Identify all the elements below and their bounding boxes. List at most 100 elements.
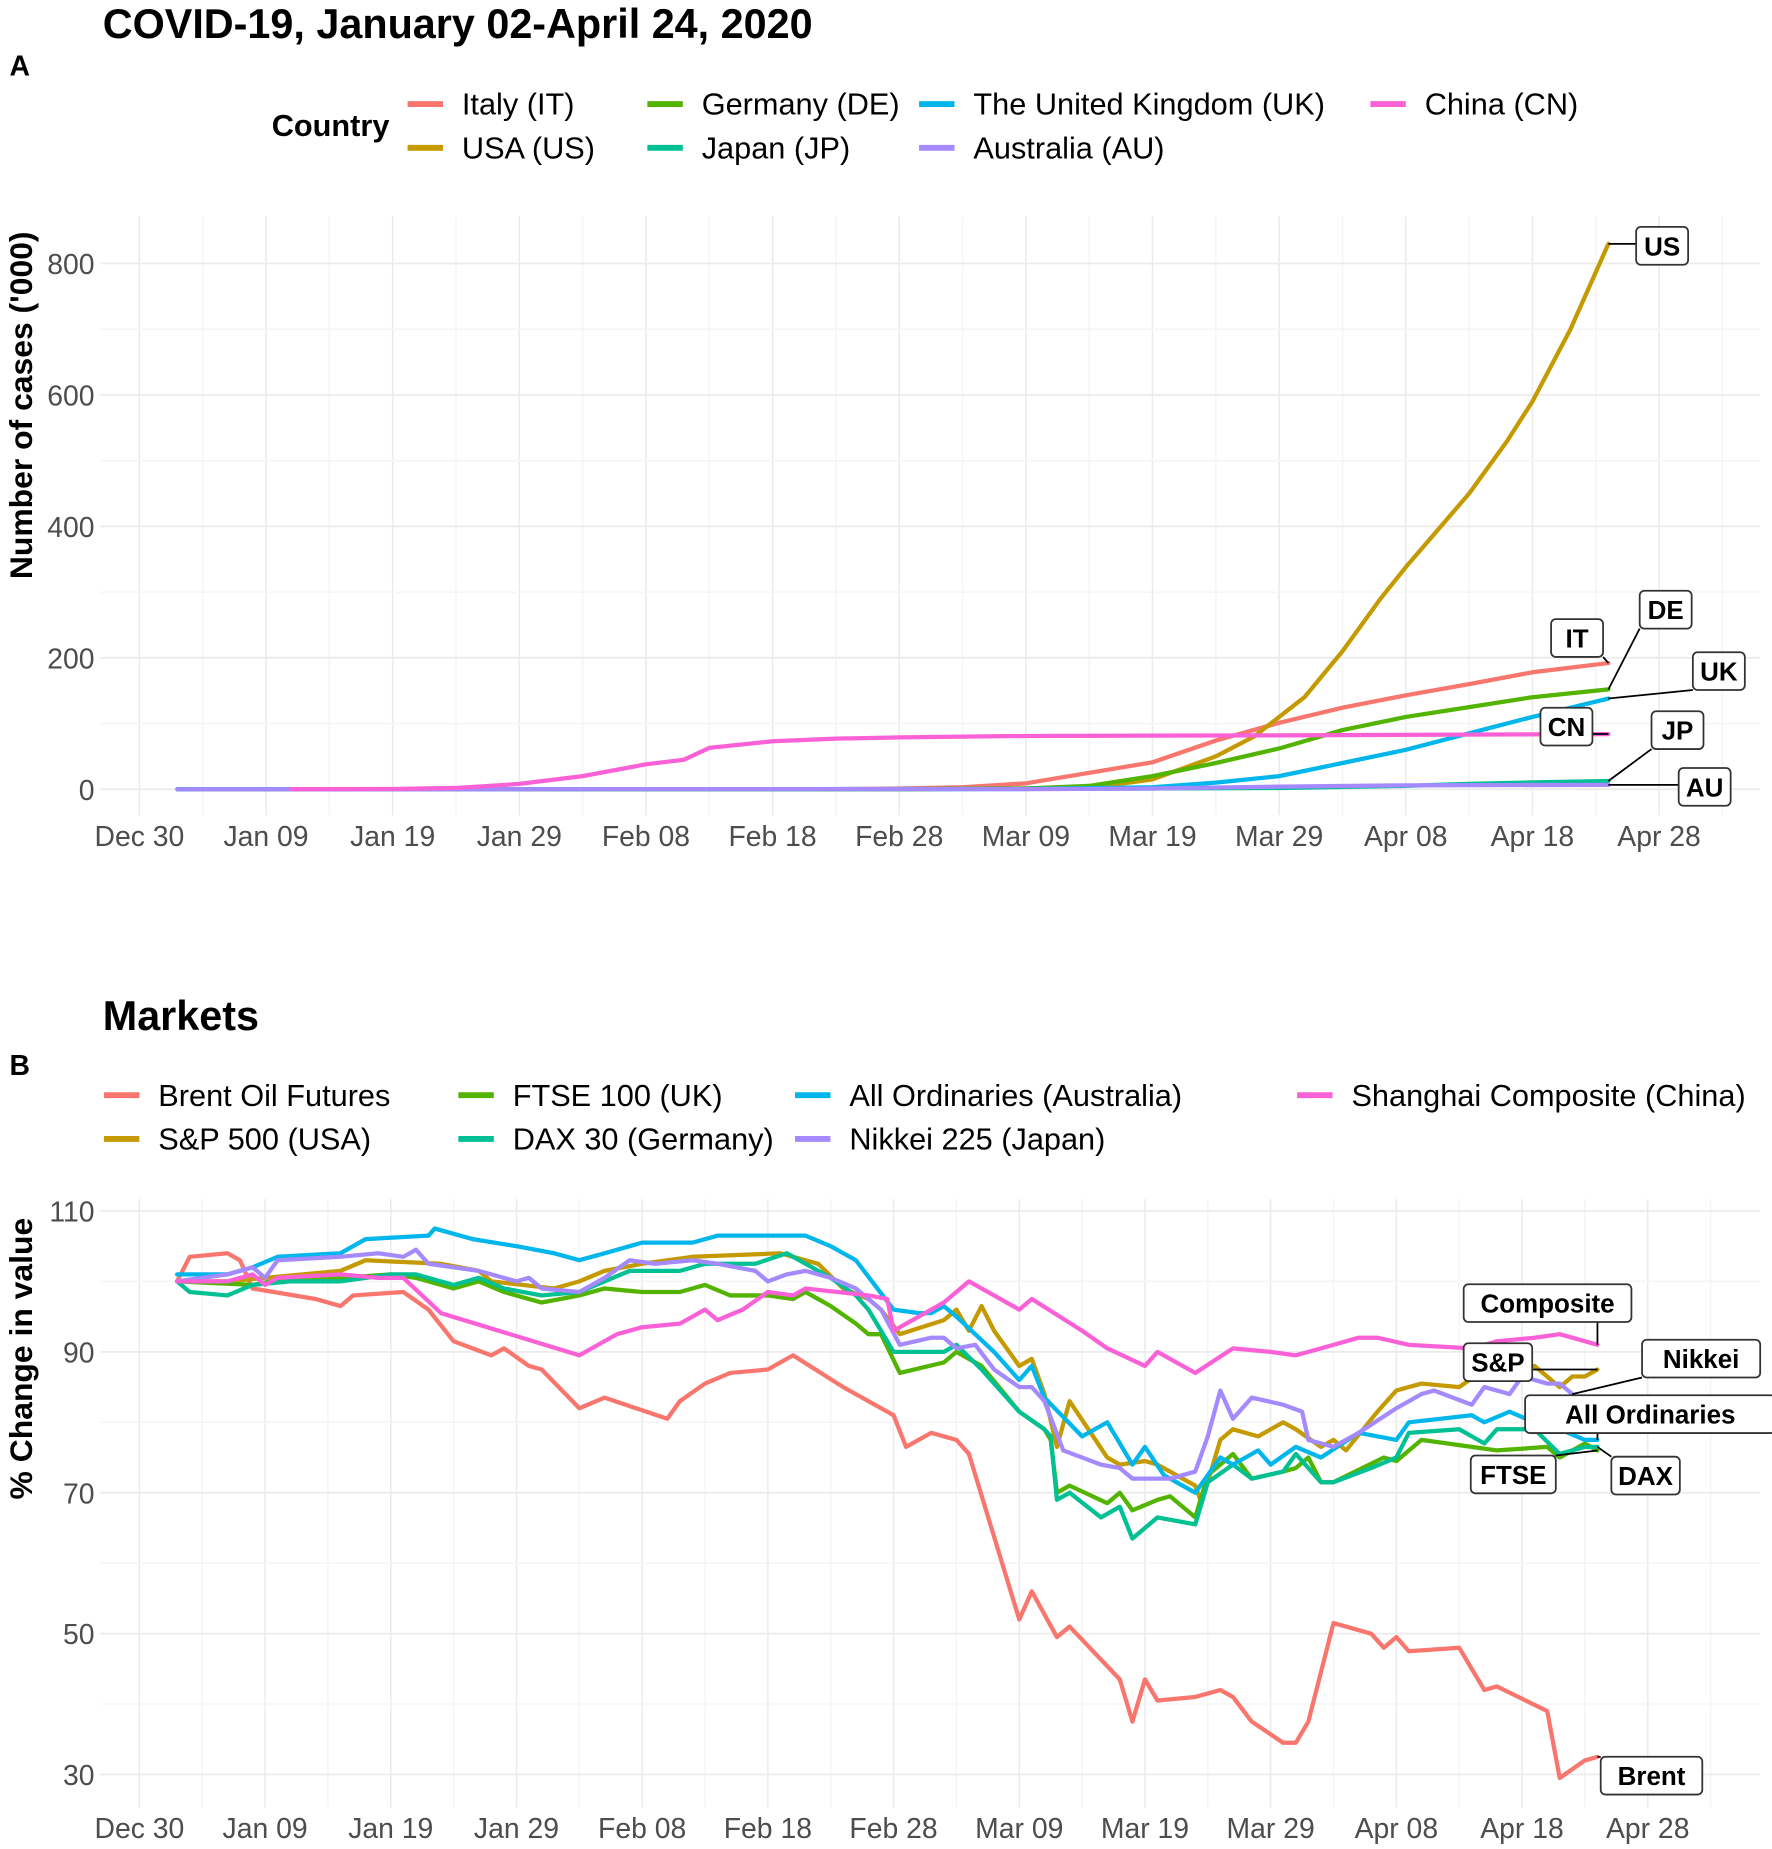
x-tick-label: Apr 08 [1355,1813,1439,1845]
legend-label: USA (US) [462,130,595,165]
x-tick-label: Mar 09 [982,821,1070,853]
x-tick-label: Dec 30 [94,821,184,853]
label-connector [1596,1446,1612,1458]
y-tick-label: 200 [47,643,94,675]
label-text: US [1644,231,1680,261]
x-tick-label: Dec 30 [94,1813,184,1845]
label-connector [1572,1376,1643,1395]
series-label: US [1608,226,1690,266]
x-tick-label: Jan 19 [348,1813,433,1845]
series-line-all-ordinaries [174,1226,1600,1495]
series-label: DAX [1596,1446,1681,1496]
legend-label: Germany (DE) [702,87,900,122]
legend-item: Shanghai Composite (China) [1297,1078,1746,1113]
x-tick-label: Mar 29 [1235,821,1323,853]
legend-label: All Ordinaries (Australia) [849,1078,1182,1113]
label-box [1635,226,1690,266]
label-box [1539,706,1594,747]
x-tick-label: Feb 18 [724,1813,812,1845]
panel-letter: B [9,1050,29,1082]
label-box [1641,1338,1762,1379]
legend-item: FTSE 100 (UK) [458,1078,723,1113]
x-tick-label: Feb 18 [728,821,816,853]
label-box [1677,767,1732,807]
y-tick-label: 110 [49,1197,94,1229]
label-box [1462,1283,1633,1323]
x-tick-label: Apr 08 [1364,821,1448,853]
label-text: All Ordinaries [1565,1400,1735,1430]
x-tick-label: Mar 19 [1101,1813,1189,1845]
series-line-composite [174,1272,1600,1376]
label-text: UK [1700,657,1738,687]
legend-label: DAX 30 (Germany) [513,1122,774,1157]
label-connector [1602,656,1610,664]
label-box [1638,589,1693,630]
y-tick-label: 30 [63,1760,95,1792]
legend-label: Nikkei 225 (Japan) [849,1122,1105,1157]
y-axis-label: % Change in value [3,1218,39,1500]
y-tick-label: 600 [47,381,94,413]
series-label: Composite [1462,1283,1633,1345]
label-text: Nikkei [1663,1344,1740,1374]
series-label: IT [1550,618,1610,664]
label-box [1524,1394,1772,1434]
label-box [1462,1342,1534,1382]
legend-item: China (CN) [1370,87,1578,122]
series-line-au [175,782,1611,792]
x-tick-label: Feb 28 [855,821,943,853]
panel-letter: A [9,51,29,83]
legend-item: Italy (IT) [407,87,575,122]
gridlines [100,216,1761,816]
legend-label: Japan (JP) [702,130,850,165]
series-label: Nikkei [1572,1338,1762,1395]
x-tick-label: Jan 29 [477,821,562,853]
x-tick-label: Feb 28 [849,1813,937,1845]
y-tick-label: 90 [63,1337,95,1369]
x-tick-label: Mar 29 [1227,1813,1315,1845]
series-label: S&P [1462,1342,1598,1382]
legend-item: S&P 500 (USA) [103,1122,371,1157]
series-label: JP [1607,710,1705,782]
x-tick-label: Apr 18 [1480,1813,1564,1845]
legend-item: Brent Oil Futures [103,1078,390,1113]
y-tick-label: 0 [79,775,95,807]
label-text: IT [1566,623,1589,653]
x-tick-label: Mar 09 [975,1813,1063,1845]
legend-label: Brent Oil Futures [158,1078,390,1113]
x-tick-label: Apr 18 [1491,821,1575,853]
legend-label: Italy (IT) [462,87,575,122]
series-label: Brent [1597,1755,1704,1796]
y-tick-label: 50 [63,1619,95,1651]
legend-label: Australia (AU) [973,130,1164,165]
series-line-cn [289,731,1611,792]
label-text: DAX [1618,1461,1674,1491]
legend-label: The United Kingdom (UK) [973,87,1325,122]
legend-item: Japan (JP) [647,130,850,165]
y-axis-label: Number of cases ('000) [3,231,39,579]
label-box [1691,651,1746,691]
legend-title: Country [272,108,390,143]
label-text: Brent [1618,1761,1686,1791]
legend-item: Australia (AU) [919,130,1165,165]
label-box [1469,1454,1557,1495]
x-tick-label: Apr 28 [1606,1813,1690,1845]
legend-item: Nikkei 225 (Japan) [795,1122,1105,1157]
legend-item: The United Kingdom (UK) [919,87,1325,122]
series-label: All Ordinaries [1524,1394,1772,1440]
legend-label: FTSE 100 (UK) [513,1078,723,1113]
label-text: JP [1662,716,1694,746]
y-tick-label: 70 [63,1478,95,1510]
legend-item: All Ordinaries (Australia) [795,1078,1182,1113]
x-tick-label: Feb 08 [602,821,690,853]
label-text: FTSE [1480,1460,1546,1490]
label-text: CN [1548,712,1586,742]
label-connector [1607,628,1641,690]
label-text: AU [1686,772,1724,802]
series-line-dax [174,1251,1600,1541]
legend: Brent Oil Futures S&P 500 (USA) FTSE 100 (… [103,1078,1746,1157]
legend-item: Germany (DE) [647,87,900,122]
series-label: DE [1607,589,1693,690]
x-tick-label: Jan 19 [350,821,435,853]
legend-label: China (CN) [1425,87,1579,122]
